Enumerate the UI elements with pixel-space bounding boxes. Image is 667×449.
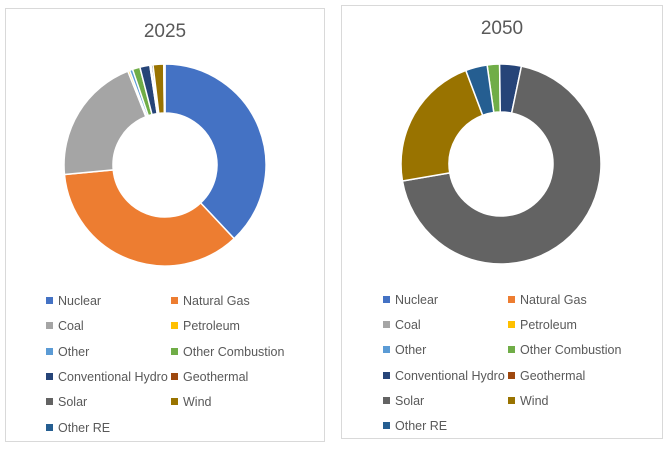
legend-swatch [46, 398, 53, 406]
legend-label: Solar [58, 395, 88, 410]
legend-label: Conventional Hydro [395, 368, 505, 383]
legend-item-other-combustion[interactable]: Other Combustion [508, 343, 621, 357]
legend-item-geothermal[interactable]: Geothermal [508, 369, 585, 383]
legend-swatch [171, 322, 178, 330]
legend-swatch [508, 396, 515, 404]
legend-label: Wind [520, 393, 549, 408]
legend-item-conventional-hydro[interactable]: Conventional Hydro [383, 369, 505, 383]
slice-other-re[interactable] [162, 63, 166, 114]
legend-label: Nuclear [58, 294, 102, 308]
legend-swatch [383, 321, 390, 329]
legend-item-petroleum[interactable]: Petroleum [508, 318, 577, 332]
legend-item-coal[interactable]: Coal [383, 318, 421, 332]
legend-label: Conventional Hydro [58, 369, 168, 384]
legend-item-conventional-hydro[interactable]: Conventional Hydro [46, 370, 168, 384]
legend-label: Nuclear [395, 293, 439, 307]
legend-label: Other Combustion [520, 343, 622, 358]
legend-label: Solar [395, 393, 425, 408]
legend-label: Natural Gas [183, 294, 250, 308]
legend-item-other-re[interactable]: Other RE [383, 419, 447, 433]
legend-item-nuclear[interactable]: Nuclear [46, 294, 101, 308]
donut-plot [63, 63, 267, 267]
legend-label: Geothermal [520, 368, 586, 383]
legend-item-wind[interactable]: Wind [171, 395, 211, 409]
slice-nuclear[interactable] [164, 63, 267, 240]
legend-label: Natural Gas [520, 293, 587, 307]
legend-item-solar[interactable]: Solar [46, 395, 87, 409]
chart-2025: 2025 Nuclear Natural Gas Coal Petroleum Othe… [5, 8, 325, 442]
legend-item-coal[interactable]: Coal [46, 319, 84, 333]
legend-swatch [171, 347, 178, 355]
legend-item-other-re[interactable]: Other RE [46, 421, 110, 435]
legend-label: Other [58, 344, 90, 359]
legend-label: Other RE [58, 420, 111, 435]
legend-label: Petroleum [520, 318, 577, 333]
legend-item-nuclear[interactable]: Nuclear [383, 293, 438, 307]
legend-item-solar[interactable]: Solar [383, 394, 424, 408]
legend-label: Coal [395, 318, 421, 333]
legend-label: Other RE [395, 419, 448, 433]
legend-label: Petroleum [183, 319, 240, 334]
legend-swatch [508, 346, 515, 354]
legend-item-petroleum[interactable]: Petroleum [171, 319, 240, 333]
slice-other-re[interactable] [464, 64, 495, 117]
slice-wind[interactable] [400, 69, 484, 182]
legend-swatch [171, 398, 178, 406]
legend-label: Coal [58, 319, 84, 334]
legend-swatch [508, 296, 515, 303]
legend-item-geothermal[interactable]: Geothermal [171, 370, 248, 384]
legend-item-wind[interactable]: Wind [508, 394, 548, 408]
legend-swatch [171, 372, 178, 380]
legend-item-other[interactable]: Other [383, 343, 426, 357]
legend-swatch [46, 322, 53, 330]
legend-swatch [383, 422, 390, 429]
legend-swatch [46, 423, 53, 431]
legend-label: Other Combustion [183, 344, 285, 359]
legend-item-natural-gas[interactable]: Natural Gas [508, 293, 587, 307]
legend-swatch [508, 321, 515, 329]
legend-swatch [171, 297, 178, 304]
slice-solar[interactable] [401, 65, 602, 265]
legend-swatch [46, 372, 53, 380]
slice-natural-gas[interactable] [63, 169, 236, 267]
legend-swatch [46, 347, 53, 355]
donut-plot [400, 63, 602, 265]
chart-title: 2050 [480, 18, 524, 39]
legend-label: Other [395, 343, 427, 358]
legend-swatch [383, 396, 390, 404]
chart-title: 2025 [143, 21, 187, 42]
legend-swatch [383, 296, 390, 303]
legend-item-natural-gas[interactable]: Natural Gas [171, 294, 250, 308]
legend-swatch [46, 297, 53, 304]
legend-label: Geothermal [183, 369, 249, 384]
legend-swatch [508, 371, 515, 379]
legend-swatch [383, 371, 390, 379]
chart-2050: 2050 Nuclear Natural Gas Coal Petroleum Othe… [341, 5, 663, 439]
legend-item-other-combustion[interactable]: Other Combustion [171, 345, 284, 359]
legend-item-other[interactable]: Other [46, 345, 89, 359]
legend-swatch [383, 346, 390, 354]
legend-label: Wind [183, 395, 212, 410]
